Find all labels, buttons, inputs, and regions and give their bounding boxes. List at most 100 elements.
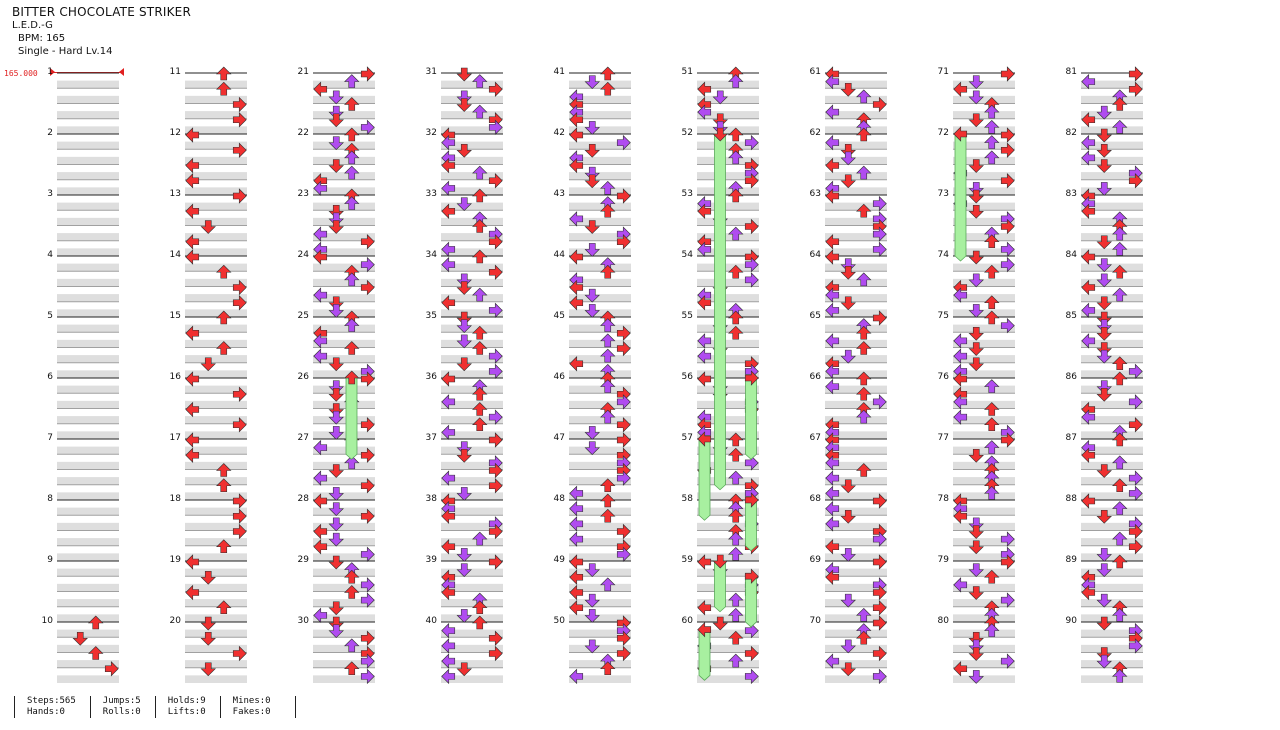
up-arrow-icon [728, 592, 744, 607]
step-chart: 1234567891011121314151617181920212223242… [42, 66, 1143, 685]
arrow-shape [600, 333, 616, 348]
arrow-shape [344, 638, 360, 653]
measure-band [825, 141, 887, 150]
arrow-shape [216, 264, 232, 279]
measure-band [57, 362, 119, 371]
measure-band [313, 355, 375, 363]
measure-band [1081, 88, 1143, 96]
arrow-shape [1112, 432, 1128, 447]
up-arrow-icon [1112, 287, 1128, 302]
measure-band [569, 309, 631, 317]
up-arrow-icon [728, 226, 744, 241]
arrow-shape [825, 302, 840, 319]
arrow-shape [328, 502, 344, 517]
measure-band [185, 271, 247, 279]
hold-note [345, 377, 358, 460]
measure-band [185, 538, 247, 546]
arrow-shape [600, 478, 616, 493]
measure-band [185, 461, 247, 470]
arrow-shape [1112, 356, 1128, 371]
left-arrow-icon [825, 653, 840, 669]
measure-band [57, 339, 119, 348]
left-arrow-icon [1081, 584, 1096, 601]
arrow-shape [728, 264, 744, 279]
left-arrow-icon [825, 363, 840, 380]
measure-band [569, 500, 631, 508]
arrow-shape [953, 508, 968, 524]
up-arrow-icon [984, 417, 1000, 432]
arrow-shape [840, 509, 856, 524]
arrow-shape [840, 639, 856, 654]
measure-band [57, 522, 119, 531]
measure-band [185, 606, 247, 615]
arrow-shape [456, 609, 472, 623]
measure-band [953, 324, 1015, 333]
right-arrow-icon [232, 417, 247, 433]
measure-number: 81 [1066, 67, 1077, 77]
arrow-shape [441, 241, 456, 258]
arrow-shape [441, 424, 456, 441]
measure-band [185, 408, 247, 417]
arrow-shape [616, 470, 631, 486]
arrow-shape [1096, 235, 1112, 250]
measure-number: 89 [1066, 555, 1078, 565]
measure-band [1081, 469, 1143, 478]
right-arrow-icon [872, 531, 887, 547]
arrow-shape [953, 661, 968, 677]
down-arrow-icon [1096, 349, 1112, 364]
measure: 12 [170, 128, 247, 195]
arrow-shape [569, 516, 584, 532]
right-arrow-icon [1128, 363, 1143, 380]
measure-band [569, 606, 631, 615]
arrow-shape [984, 119, 1000, 134]
right-arrow-icon [488, 478, 503, 494]
arrow-shape [984, 234, 1000, 249]
measure-band [697, 111, 759, 119]
left-arrow-icon [569, 531, 584, 547]
measure-number: 57 [682, 433, 693, 443]
measure-number: 20 [170, 616, 182, 626]
measure-band [1081, 629, 1143, 638]
measure-number: 37 [426, 433, 437, 443]
measure-band [185, 545, 247, 554]
measure-band [569, 156, 631, 165]
arrow-shape [584, 441, 600, 456]
measure-number: 2 [47, 128, 53, 138]
measure-band [313, 675, 375, 683]
arrow-shape [968, 326, 984, 341]
measure-number: 49 [554, 555, 566, 565]
measure-number: 12 [170, 128, 181, 138]
up-arrow-icon [728, 546, 744, 561]
measure-band [825, 675, 887, 683]
left-arrow-icon [185, 371, 200, 387]
measure-number: 40 [426, 616, 438, 626]
measure-band [441, 439, 503, 447]
arrow-shape [441, 653, 456, 669]
up-arrow-icon [600, 264, 616, 279]
arrow-shape [344, 661, 360, 676]
measure-band [57, 164, 119, 173]
arrow-shape [472, 165, 488, 180]
arrow-shape [441, 295, 456, 311]
measure-band [1081, 568, 1143, 577]
arrow-shape [825, 234, 840, 250]
left-arrow-icon [569, 485, 584, 502]
up-arrow-icon [856, 272, 872, 287]
measure-band [697, 141, 759, 150]
measure-band [57, 385, 119, 394]
measure-band [57, 263, 119, 272]
measure-band [825, 286, 887, 295]
measure-band [953, 126, 1015, 134]
measure-band [569, 492, 631, 500]
measure-band [57, 500, 119, 508]
right-arrow-icon [744, 645, 759, 662]
arrow-shape [185, 584, 200, 601]
left-arrow-icon [953, 287, 968, 303]
arrow-shape [728, 127, 744, 142]
up-arrow-icon [1112, 432, 1128, 447]
arrow-shape [856, 341, 872, 355]
measure-band [569, 530, 631, 539]
right-arrow-icon [360, 577, 375, 593]
measure-band [313, 301, 375, 310]
arrow-shape [600, 81, 616, 96]
